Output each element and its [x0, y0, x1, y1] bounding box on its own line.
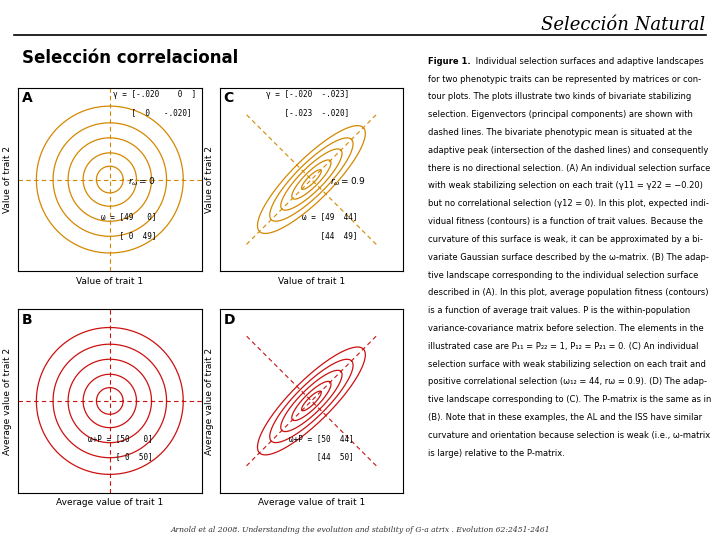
- Text: with weak stabilizing selection on each trait (γ11 = γ22 = −0.20): with weak stabilizing selection on each …: [428, 181, 703, 191]
- Text: B: B: [22, 313, 32, 327]
- Text: curvature of this surface is weak, it can be approximated by a bi-: curvature of this surface is weak, it ca…: [428, 235, 703, 244]
- Text: described in (A). In this plot, average population fitness (contours): described in (A). In this plot, average …: [428, 288, 709, 298]
- Text: dashed lines. The bivariate phenotypic mean is situated at the: dashed lines. The bivariate phenotypic m…: [428, 128, 693, 137]
- Text: ω = [49  44]: ω = [49 44]: [302, 213, 358, 221]
- Text: γ = [-.020    0  ]: γ = [-.020 0 ]: [114, 90, 197, 99]
- Text: variate Gaussian surface described by the ω-matrix. (B) The adap-: variate Gaussian surface described by th…: [428, 253, 709, 262]
- Text: is a function of average trait values. P is the within-population: is a function of average trait values. P…: [428, 306, 690, 315]
- Text: tive landscape corresponding to (C). The P-matrix is the same as in: tive landscape corresponding to (C). The…: [428, 395, 712, 404]
- Text: $r_{\omega}= 0$: $r_{\omega}= 0$: [128, 176, 156, 188]
- Text: tive landscape corresponding to the individual selection surface: tive landscape corresponding to the indi…: [428, 271, 699, 280]
- Text: tour plots. The plots illustrate two kinds of bivariate stabilizing: tour plots. The plots illustrate two kin…: [428, 92, 692, 102]
- Text: positive correlational selection (ω₁₂ = 44, rω = 0.9). (D) The adap-: positive correlational selection (ω₁₂ = …: [428, 377, 707, 387]
- Text: A: A: [22, 91, 32, 105]
- Y-axis label: Average value of trait 2: Average value of trait 2: [205, 347, 214, 455]
- Y-axis label: Average value of trait 2: Average value of trait 2: [4, 347, 12, 455]
- Text: [ 0  50]: [ 0 50]: [88, 453, 153, 461]
- Text: [44  50]: [44 50]: [289, 453, 354, 461]
- Text: C: C: [223, 91, 233, 105]
- Text: [44  49]: [44 49]: [302, 231, 358, 240]
- Text: vidual fitness (contours) is a function of trait values. Because the: vidual fitness (contours) is a function …: [428, 217, 703, 226]
- Text: ω+P = [50  44]: ω+P = [50 44]: [289, 434, 354, 443]
- Text: curvature and orientation because selection is weak (i.e., ω-matrix: curvature and orientation because select…: [428, 431, 711, 440]
- X-axis label: Average value of trait 1: Average value of trait 1: [56, 498, 163, 507]
- Text: ω+P = [50   0]: ω+P = [50 0]: [88, 434, 153, 443]
- Text: Selección correlacional: Selección correlacional: [22, 49, 238, 66]
- Text: γ = [-.020  -.023]: γ = [-.020 -.023]: [266, 90, 348, 99]
- Text: but no correlational selection (γ12 = 0). In this plot, expected indi-: but no correlational selection (γ12 = 0)…: [428, 199, 709, 208]
- Text: [  0   -.020]: [ 0 -.020]: [114, 108, 192, 117]
- Text: Arnold et al 2008. Understanding the evolution and stability of G-a atrix . Evol: Arnold et al 2008. Understanding the evo…: [170, 525, 550, 534]
- Y-axis label: Value of trait 2: Value of trait 2: [4, 146, 12, 213]
- X-axis label: Average value of trait 1: Average value of trait 1: [258, 498, 365, 507]
- Text: Individual selection surfaces and adaptive landscapes: Individual selection surfaces and adapti…: [473, 57, 703, 66]
- Y-axis label: Value of trait 2: Value of trait 2: [205, 146, 214, 213]
- X-axis label: Value of trait 1: Value of trait 1: [76, 277, 143, 286]
- Text: selection. Eigenvectors (principal components) are shown with: selection. Eigenvectors (principal compo…: [428, 110, 693, 119]
- Text: variance-covariance matrix before selection. The elements in the: variance-covariance matrix before select…: [428, 324, 704, 333]
- Text: Selección Natural: Selección Natural: [541, 16, 706, 34]
- Text: for two phenotypic traits can be represented by matrices or con-: for two phenotypic traits can be represe…: [428, 75, 701, 84]
- Text: there is no directional selection. (A) An individual selection surface: there is no directional selection. (A) A…: [428, 164, 711, 173]
- Text: [ 0  49]: [ 0 49]: [101, 231, 156, 240]
- Text: illustrated case are P₁₁ = P₂₂ = 1, P₁₂ = P₂₁ = 0. (C) An individual: illustrated case are P₁₁ = P₂₂ = 1, P₁₂ …: [428, 342, 699, 351]
- Text: [-.023  -.020]: [-.023 -.020]: [266, 108, 348, 117]
- Text: ω = [49   0]: ω = [49 0]: [101, 213, 156, 221]
- Text: selection surface with weak stabilizing selection on each trait and: selection surface with weak stabilizing …: [428, 360, 706, 369]
- X-axis label: Value of trait 1: Value of trait 1: [278, 277, 345, 286]
- Text: is large) relative to the P-matrix.: is large) relative to the P-matrix.: [428, 449, 565, 458]
- Text: adaptive peak (intersection of the dashed lines) and consequently: adaptive peak (intersection of the dashe…: [428, 146, 708, 155]
- Text: Figure 1.: Figure 1.: [428, 57, 471, 66]
- Text: D: D: [223, 313, 235, 327]
- Text: (B). Note that in these examples, the AL and the ISS have similar: (B). Note that in these examples, the AL…: [428, 413, 703, 422]
- Text: $r_{\omega}= 0.9$: $r_{\omega}= 0.9$: [330, 176, 366, 188]
